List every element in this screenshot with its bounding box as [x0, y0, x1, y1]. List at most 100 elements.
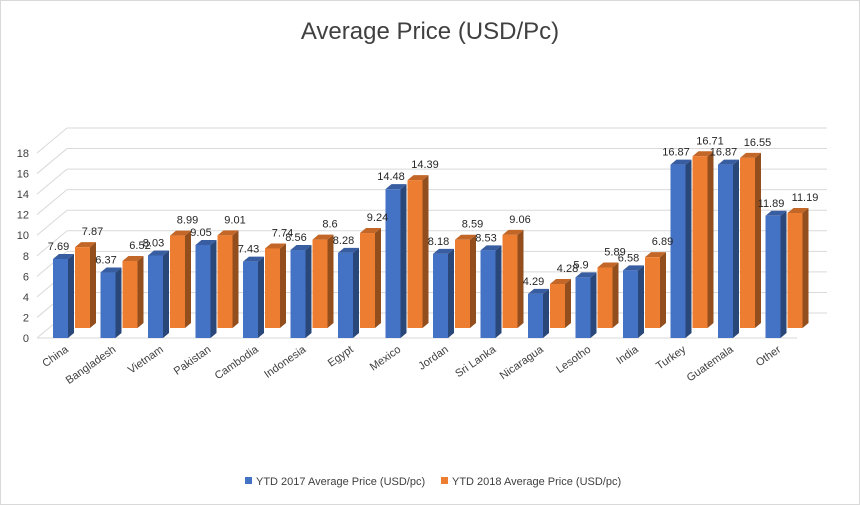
data-labels: 7.87 7.69 6.52 6.37 8.99 8.03 9.01 9.05 7.74 7.43… — [48, 135, 819, 288]
x-tick-label-vietnam: Vietnam — [126, 344, 166, 377]
bar-2017-egypt — [338, 247, 359, 338]
bar-2018-turkey — [692, 151, 714, 328]
bar-2018-guatemala — [740, 152, 761, 328]
x-tick-label-nicaragua: Nicaragua — [498, 343, 547, 382]
legend-label-2018: YTD 2018 Average Price (USD/pc) — [452, 476, 621, 488]
x-tick-label-indonesia: Indonesia — [262, 343, 309, 381]
data-label-2018-guatemala: 16.55 — [744, 137, 772, 149]
y-tick-label-8: 8 — [23, 251, 29, 263]
bar-2018-china — [75, 242, 96, 328]
gridline-side-6 — [36, 189, 68, 216]
y-tick-label-18: 18 — [17, 148, 29, 160]
data-label-2018-india: 6.89 — [652, 236, 673, 248]
bar-2017-turkey — [670, 159, 692, 338]
bar-2018-cambodia — [265, 243, 286, 328]
bar-2017-vietnam — [148, 250, 169, 338]
y-tick-label-12: 12 — [17, 210, 29, 222]
chart-title: Average Price (USD/Pc) — [301, 18, 559, 45]
data-label-2017-mexico: 14.48 — [377, 171, 405, 183]
data-label-2017-india: 6.58 — [618, 252, 639, 264]
bar-2017-bangladesh — [100, 267, 122, 338]
bar-2017-china — [53, 253, 74, 338]
data-label-2017-sri-lanka: 8.53 — [475, 232, 496, 244]
data-label-2018-nicaragua: 4.28 — [557, 263, 578, 275]
x-tick-label-bangladesh: Bangladesh — [64, 344, 118, 387]
data-label-2017-other: 11.89 — [758, 198, 785, 210]
data-label-2018-lesotho: 5.89 — [604, 246, 625, 258]
data-label-2017-jordan: 8.18 — [428, 236, 449, 248]
gridline-side-5 — [36, 209, 68, 236]
legend: YTD 2017 Average Price (USD/pc) YTD 2018 … — [245, 476, 621, 488]
bar-2017-pakistan — [195, 239, 217, 338]
data-label-2018-indonesia: 8.6 — [322, 219, 337, 231]
x-tick-label-lesotho: Lesotho — [554, 344, 593, 376]
y-tick-label-4: 4 — [23, 292, 29, 304]
gridline-side-9 — [36, 127, 68, 154]
data-label-2017-vietnam: 8.03 — [143, 237, 164, 249]
data-label-2018-sri-lanka: 9.06 — [509, 214, 530, 226]
bar-2017-india — [623, 265, 644, 338]
x-tick-label-china: China — [40, 343, 71, 370]
x-tick-label-other: Other — [754, 343, 784, 369]
x-tick-label-india: India — [614, 343, 641, 367]
data-label-2018-turkey: 16.71 — [696, 135, 724, 147]
data-label-2018-vietnam: 8.99 — [177, 215, 198, 227]
legend-label-2017: YTD 2017 Average Price (USD/pc) — [256, 476, 425, 488]
data-label-2018-other: 11.19 — [792, 192, 819, 204]
data-label-2017-nicaragua: 4.29 — [523, 276, 544, 288]
data-label-2017-bangladesh: 6.37 — [95, 255, 116, 267]
bar-2018-indonesia — [312, 234, 334, 328]
y-tick-label-10: 10 — [17, 230, 29, 242]
data-label-2017-pakistan: 9.05 — [190, 227, 211, 239]
gridline-side-4 — [36, 230, 68, 257]
data-label-2018-egypt: 9.24 — [367, 212, 388, 224]
bar-2017-mexico — [385, 184, 407, 338]
bar-2017-cambodia — [243, 256, 264, 338]
data-label-2018-jordan: 8.59 — [462, 219, 483, 231]
y-tick-label-14: 14 — [17, 189, 29, 201]
x-tick-label-pakistan: Pakistan — [172, 344, 213, 378]
y-tick-label-2: 2 — [23, 312, 29, 324]
legend-swatch-2017 — [245, 477, 252, 484]
bar-2017-nicaragua — [528, 288, 549, 338]
gridline-side-7 — [36, 168, 68, 195]
bar-2018-india — [645, 252, 666, 328]
y-axis: 0 2 4 6 8 10 12 14 16 18 — [17, 148, 29, 345]
bar-2017-lesotho — [575, 272, 597, 338]
data-label-2018-bangladesh: 6.52 — [129, 240, 150, 252]
bar-2017-sri-lanka — [480, 245, 502, 338]
x-tick-label-egypt: Egypt — [326, 344, 356, 370]
bar-2018-lesotho — [597, 262, 619, 328]
data-label-2017-indonesia: 8.56 — [285, 232, 306, 244]
data-label-2017-china: 7.69 — [48, 241, 69, 253]
x-tick-label-turkey: Turkey — [654, 343, 688, 372]
x-tick-label-cambodia: Cambodia — [213, 343, 262, 382]
bar-2017-jordan — [433, 248, 454, 338]
y-tick-label-6: 6 — [23, 271, 29, 283]
data-label-2017-turkey: 16.87 — [662, 147, 690, 159]
data-label-2017-guatemala: 16.87 — [710, 147, 738, 159]
data-label-2018-pakistan: 9.01 — [224, 214, 245, 226]
x-tick-label-guatemala: Guatemala — [685, 343, 737, 384]
bar-2018-pakistan — [217, 230, 239, 328]
bar-2018-egypt — [360, 228, 381, 328]
legend-swatch-2018 — [441, 477, 448, 484]
bar-2018-mexico — [407, 175, 429, 328]
y-tick-label-0: 0 — [23, 333, 29, 345]
x-tick-label-sri-lanka: Sri Lanka — [453, 343, 499, 380]
bar-2017-other — [765, 210, 787, 338]
bar-2018-bangladesh — [122, 255, 144, 328]
data-label-2017-egypt: 8.28 — [333, 235, 354, 247]
data-label-2018-china: 7.87 — [82, 226, 103, 238]
gridline-side-8 — [36, 148, 68, 174]
data-label-2018-cambodia: 7.74 — [272, 227, 293, 239]
bar-2017-guatemala — [718, 159, 739, 338]
bar-2018-other — [787, 207, 809, 328]
bar-2017-indonesia — [290, 245, 312, 338]
bar-2018-vietnam — [170, 230, 191, 328]
data-label-2017-lesotho: 5.9 — [573, 259, 588, 271]
bar-2018-jordan — [455, 234, 476, 328]
